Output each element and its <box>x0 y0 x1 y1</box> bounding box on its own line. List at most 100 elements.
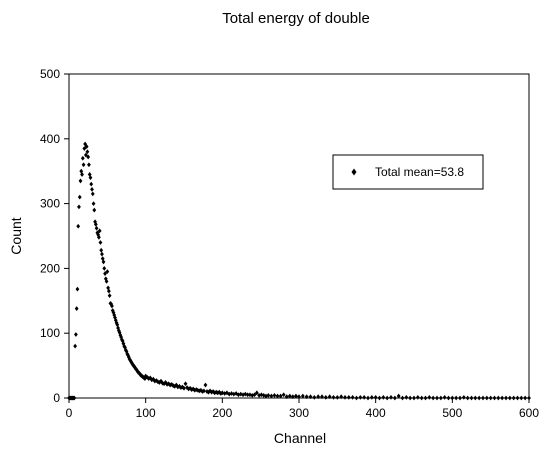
data-point <box>450 395 455 401</box>
data-point <box>515 395 520 401</box>
data-point <box>446 395 451 401</box>
data-point <box>488 395 493 401</box>
data-point <box>392 395 397 401</box>
data-point <box>90 186 94 192</box>
x-tick-label: 600 <box>519 406 539 420</box>
x-axis-label: Channel <box>274 430 326 446</box>
data-point <box>183 381 188 387</box>
data-point <box>458 395 462 401</box>
data-point <box>358 394 363 400</box>
data-points <box>67 141 531 401</box>
data-point <box>121 341 126 346</box>
y-axis-label: Count <box>8 217 24 254</box>
data-point <box>96 232 101 238</box>
data-point <box>415 394 420 400</box>
y-tick-label: 200 <box>40 261 60 275</box>
data-point <box>245 392 250 398</box>
data-point <box>79 168 84 174</box>
data-point <box>84 144 89 149</box>
data-point <box>377 395 382 401</box>
data-point <box>143 376 147 381</box>
data-point <box>111 310 116 315</box>
y-tick-label: 100 <box>40 326 60 340</box>
data-point <box>83 141 87 147</box>
data-point <box>284 394 289 400</box>
data-point <box>116 325 120 331</box>
data-point <box>157 380 162 385</box>
data-point <box>89 181 94 187</box>
data-point <box>192 387 197 393</box>
data-point <box>523 395 528 401</box>
data-point <box>88 175 93 181</box>
data-point <box>92 207 97 213</box>
x-axis-ticks: 0 100 200 300 400 500 600 <box>66 398 539 420</box>
data-point <box>496 395 501 401</box>
chart-title: Total energy of double <box>222 10 370 27</box>
data-point <box>484 395 489 401</box>
data-point <box>507 395 512 401</box>
data-point <box>104 278 109 284</box>
data-point <box>94 225 99 231</box>
data-point <box>294 393 298 399</box>
data-point <box>180 384 185 390</box>
x-tick-label: 300 <box>289 406 309 420</box>
x-tick-label: 0 <box>66 406 73 420</box>
data-point <box>82 146 87 151</box>
legend-marker-icon <box>351 168 357 176</box>
data-point <box>75 286 80 292</box>
y-tick-label: 400 <box>40 132 60 146</box>
data-point <box>99 247 104 253</box>
data-point <box>287 393 292 399</box>
data-point <box>78 178 83 184</box>
data-point <box>412 395 416 401</box>
data-point <box>100 256 105 262</box>
data-point <box>175 384 180 390</box>
data-point <box>93 221 98 227</box>
data-point <box>123 345 127 350</box>
data-point <box>366 395 370 401</box>
data-point <box>339 394 344 400</box>
data-point <box>151 376 156 382</box>
data-point <box>238 391 243 397</box>
data-point <box>243 391 248 397</box>
data-point <box>369 394 374 400</box>
data-point <box>477 395 482 401</box>
data-point <box>74 332 78 337</box>
data-point <box>261 393 266 398</box>
data-point <box>197 388 202 394</box>
x-tick-label: 500 <box>442 406 462 420</box>
data-point <box>290 394 295 400</box>
data-point <box>481 395 485 401</box>
data-point <box>110 308 115 313</box>
data-point <box>272 393 277 398</box>
x-tick-label: 200 <box>212 406 232 420</box>
data-point <box>389 394 393 400</box>
legend-label: Total mean=53.8 <box>375 165 464 179</box>
data-point <box>211 389 216 394</box>
data-point <box>103 276 108 282</box>
data-point <box>396 393 401 399</box>
data-point <box>86 154 91 160</box>
data-point <box>198 387 203 393</box>
data-point <box>519 395 524 401</box>
y-axis-ticks: 0 100 200 300 400 500 <box>40 67 69 405</box>
data-point <box>427 394 432 400</box>
data-point <box>304 394 309 400</box>
x-tick-label: 400 <box>366 406 386 420</box>
data-point <box>385 395 390 401</box>
data-point <box>465 395 470 401</box>
data-point <box>327 394 332 400</box>
data-point <box>77 204 81 210</box>
data-point <box>146 376 151 381</box>
data-point <box>103 271 107 276</box>
data-point <box>419 395 424 401</box>
data-point <box>264 393 268 399</box>
plot-area <box>68 73 530 399</box>
data-point <box>163 380 168 385</box>
data-point <box>423 395 428 401</box>
data-point <box>435 395 439 401</box>
data-point <box>87 172 92 177</box>
data-point <box>473 395 478 401</box>
data-point <box>442 394 447 400</box>
